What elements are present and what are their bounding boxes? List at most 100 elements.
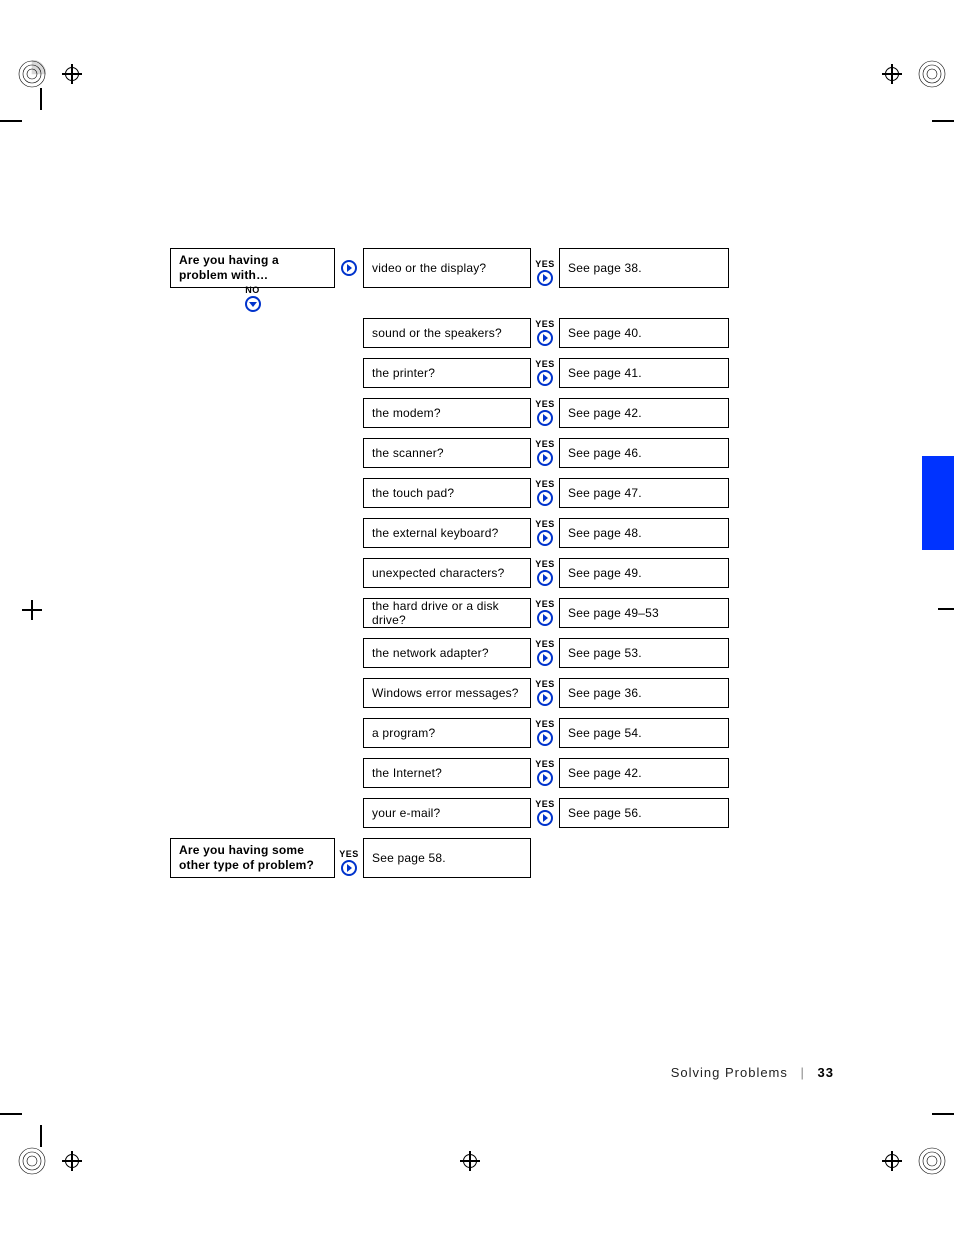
result-text: See page 41. xyxy=(568,366,642,380)
print-mark-fan xyxy=(918,1147,946,1175)
crop-tick xyxy=(40,1125,42,1147)
problem-box: the Internet? xyxy=(363,758,531,788)
result-box: See page 48. xyxy=(559,518,729,548)
troubleshooting-flowchart: Are you having a problem with… video or … xyxy=(170,248,740,888)
yes-label: YES xyxy=(535,640,555,649)
yes-label: YES xyxy=(339,850,359,859)
intro-question-text: Are you having a problem with… xyxy=(179,253,326,283)
yes-label: YES xyxy=(535,560,555,569)
yes-connector: YES xyxy=(531,598,559,628)
problem-text: the hard drive or a disk drive? xyxy=(372,599,522,627)
result-box: See page 41. xyxy=(559,358,729,388)
problem-text: the network adapter? xyxy=(372,646,489,660)
flow-row-other: Are you having some other type of proble… xyxy=(170,838,740,878)
yes-label: YES xyxy=(535,720,555,729)
yes-label: YES xyxy=(535,760,555,769)
arrow-right-icon xyxy=(537,490,553,506)
result-text: See page 49–53 xyxy=(568,606,659,620)
flow-row: your e-mail?YESSee page 56. xyxy=(170,798,740,828)
other-question-box: Are you having some other type of proble… xyxy=(170,838,335,878)
print-mark-fan xyxy=(18,1147,46,1175)
footer-separator: | xyxy=(801,1065,805,1080)
problem-text: the Internet? xyxy=(372,766,442,780)
problem-box: a program? xyxy=(363,718,531,748)
no-label: NO xyxy=(245,286,260,295)
yes-connector: YES xyxy=(531,678,559,708)
print-mark-fan xyxy=(918,60,946,88)
problem-text: Windows error messages? xyxy=(372,686,519,700)
problem-text: the touch pad? xyxy=(372,486,454,500)
result-text: See page 53. xyxy=(568,646,642,660)
result-text: See page 54. xyxy=(568,726,642,740)
yes-connector: YES xyxy=(531,638,559,668)
spacer xyxy=(335,598,363,628)
spacer xyxy=(170,718,335,748)
problem-text: the modem? xyxy=(372,406,441,420)
problem-text: the external keyboard? xyxy=(372,526,498,540)
problem-box: video or the display? xyxy=(363,248,531,288)
result-box: See page 54. xyxy=(559,718,729,748)
flow-row: a program? YES See page 54. xyxy=(170,718,740,748)
no-connector-row: NO xyxy=(170,290,740,316)
yes-connector: YES xyxy=(531,558,559,588)
flow-row: Are you having a problem with… video or … xyxy=(170,248,740,288)
problem-box: your e-mail? xyxy=(363,798,531,828)
result-text: See page 42. xyxy=(568,766,642,780)
arrow-right-icon xyxy=(537,370,553,386)
result-box: See page 49–53 xyxy=(559,598,729,628)
print-reg-mark xyxy=(882,64,902,84)
spacer xyxy=(170,798,335,828)
yes-connector: YES xyxy=(335,838,363,878)
crop-tick xyxy=(0,1113,22,1115)
result-text: See page 48. xyxy=(568,526,642,540)
arrow-right-icon xyxy=(537,650,553,666)
problem-box: the network adapter? xyxy=(363,638,531,668)
result-box: See page 49. xyxy=(559,558,729,588)
spacer xyxy=(170,758,335,788)
crop-tick xyxy=(938,608,954,610)
problem-box: unexpected characters? xyxy=(363,558,531,588)
intro-question-box: Are you having a problem with… xyxy=(170,248,335,288)
spacer xyxy=(170,678,335,708)
result-box: See page 38. xyxy=(559,248,729,288)
yes-label: YES xyxy=(535,600,555,609)
arrow-connector xyxy=(335,248,363,288)
yes-connector: YES xyxy=(531,248,559,288)
flow-row: the modem?YESSee page 42. xyxy=(170,398,740,428)
spacer xyxy=(335,718,363,748)
arrow-right-icon xyxy=(537,330,553,346)
yes-label: YES xyxy=(535,680,555,689)
arrow-right-icon xyxy=(537,410,553,426)
result-text: See page 38. xyxy=(568,261,642,275)
no-connector: NO xyxy=(170,286,335,312)
flow-row: the network adapter? YES See page 53. xyxy=(170,638,740,668)
arrow-right-icon xyxy=(537,450,553,466)
problem-box: the touch pad? xyxy=(363,478,531,508)
result-text: See page 40. xyxy=(568,326,642,340)
spacer xyxy=(170,438,335,468)
flow-row: sound or the speakers?YESSee page 40. xyxy=(170,318,740,348)
spacer xyxy=(335,678,363,708)
result-box: See page 42. xyxy=(559,398,729,428)
arrow-right-icon xyxy=(537,690,553,706)
flow-row: unexpected characters? YES See page 49. xyxy=(170,558,740,588)
yes-connector: YES xyxy=(531,478,559,508)
result-box: See page 46. xyxy=(559,438,729,468)
result-box: See page 42. xyxy=(559,758,729,788)
footer-page-number: 33 xyxy=(818,1065,834,1080)
result-box: See page 36. xyxy=(559,678,729,708)
print-mark-fan xyxy=(18,60,46,88)
result-text: See page 46. xyxy=(568,446,642,460)
arrow-right-icon xyxy=(537,730,553,746)
arrow-right-icon xyxy=(537,530,553,546)
yes-label: YES xyxy=(535,520,555,529)
spacer xyxy=(170,598,335,628)
result-box: See page 47. xyxy=(559,478,729,508)
arrow-right-icon xyxy=(341,860,357,876)
other-result-box: See page 58. xyxy=(363,838,531,878)
problem-box: the hard drive or a disk drive? xyxy=(363,598,531,628)
yes-connector: YES xyxy=(531,518,559,548)
arrow-right-icon xyxy=(341,260,357,276)
yes-connector: YES xyxy=(531,438,559,468)
page-footer: Solving Problems | 33 xyxy=(671,1065,834,1080)
